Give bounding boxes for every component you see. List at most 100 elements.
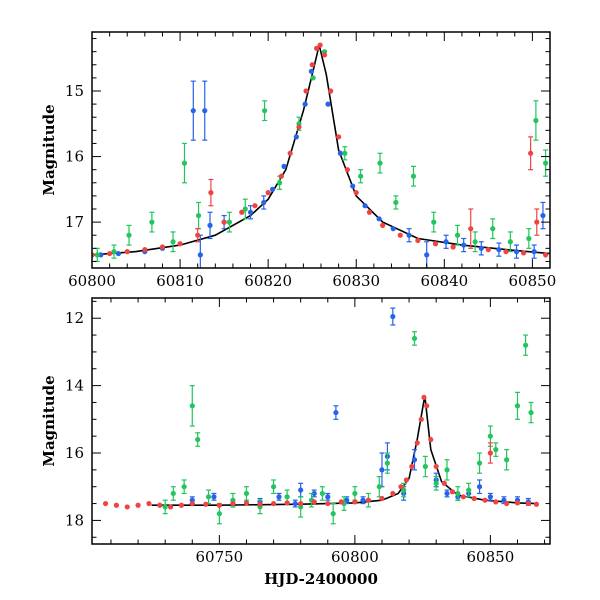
data-point	[485, 247, 491, 253]
data-point	[202, 108, 208, 114]
data-point	[330, 511, 336, 517]
data-point	[411, 457, 418, 463]
data-point	[247, 209, 254, 215]
data-point	[276, 494, 282, 500]
data-point	[126, 232, 132, 238]
y-axis-label: Magnitude	[40, 104, 58, 195]
data-point	[410, 173, 417, 179]
data-point	[181, 484, 187, 490]
data-point	[252, 203, 258, 209]
data-point	[418, 416, 424, 422]
data-point	[449, 489, 456, 495]
data-point	[230, 500, 236, 507]
data-point	[284, 494, 290, 500]
data-point	[211, 494, 217, 500]
data-point	[460, 494, 466, 500]
data-point	[406, 232, 412, 238]
data-point	[149, 219, 155, 225]
data-point	[533, 501, 540, 507]
data-point	[454, 232, 461, 238]
bottom-panel: 60750 60800 60850 12 14 16 18 Magnitude HJD-2400…	[40, 297, 551, 588]
data-point	[487, 450, 493, 456]
data-point	[296, 124, 302, 130]
data-point	[380, 222, 386, 228]
data-point	[321, 52, 328, 58]
data-point	[239, 209, 245, 215]
data-point	[496, 247, 502, 253]
data-point	[124, 504, 130, 510]
data-point	[257, 501, 263, 507]
data-point	[162, 504, 168, 510]
data-point	[431, 219, 437, 225]
data-point	[360, 497, 366, 503]
y-tick-label: 18	[65, 511, 84, 529]
data-point	[476, 484, 483, 490]
data-point	[317, 42, 323, 48]
data-point	[189, 500, 195, 507]
data-point	[142, 247, 148, 253]
data-point	[415, 237, 421, 244]
series-1	[162, 331, 534, 525]
data-point	[181, 160, 188, 166]
plot-frame	[91, 297, 551, 545]
data-point	[113, 502, 119, 508]
data-point	[350, 183, 356, 189]
data-point	[376, 216, 382, 222]
y-tick-label: 16	[65, 148, 84, 166]
data-point	[533, 117, 539, 124]
data-point	[466, 487, 472, 493]
data-point	[342, 150, 348, 156]
x-tick-label: 60750	[196, 548, 244, 566]
data-point	[487, 433, 493, 439]
data-point	[504, 500, 510, 507]
data-point	[124, 249, 130, 255]
x-tick-label: 60840	[420, 272, 468, 290]
data-point	[243, 500, 250, 506]
data-point	[157, 502, 163, 508]
data-point	[414, 440, 420, 446]
data-point	[170, 490, 176, 497]
data-point	[353, 190, 359, 196]
series-2	[102, 394, 540, 510]
data-point	[107, 250, 113, 257]
x-tick-label: 60820	[244, 272, 292, 290]
data-point	[189, 403, 195, 409]
data-point	[542, 252, 549, 258]
data-point	[472, 239, 478, 245]
data-point	[302, 101, 308, 107]
data-point	[471, 495, 477, 502]
data-point	[493, 499, 499, 505]
data-point	[333, 409, 339, 416]
data-point	[362, 203, 368, 209]
series-1	[94, 49, 549, 263]
data-point	[298, 487, 304, 493]
data-point	[102, 500, 109, 507]
x-tick-label: 60830	[332, 272, 380, 290]
data-point	[365, 497, 372, 503]
data-point	[432, 241, 439, 247]
data-point	[377, 160, 383, 166]
series-0	[98, 68, 546, 268]
data-point	[177, 241, 183, 247]
data-point	[284, 500, 290, 506]
data-point	[379, 467, 385, 473]
data-point	[352, 499, 358, 505]
data-point	[146, 500, 152, 507]
data-point	[503, 249, 509, 255]
data-point	[243, 490, 250, 497]
data-point	[461, 242, 467, 248]
x-tick-label: 60810	[156, 272, 204, 290]
data-point	[281, 163, 287, 169]
data-point	[270, 500, 277, 507]
data-point	[167, 504, 174, 510]
data-point	[384, 460, 390, 466]
data-point	[265, 190, 271, 196]
data-point	[397, 232, 403, 238]
data-point	[403, 477, 409, 483]
data-point	[269, 186, 276, 192]
data-point	[311, 499, 317, 505]
data-point	[298, 500, 304, 507]
data-point	[278, 173, 284, 179]
data-point	[398, 484, 404, 490]
